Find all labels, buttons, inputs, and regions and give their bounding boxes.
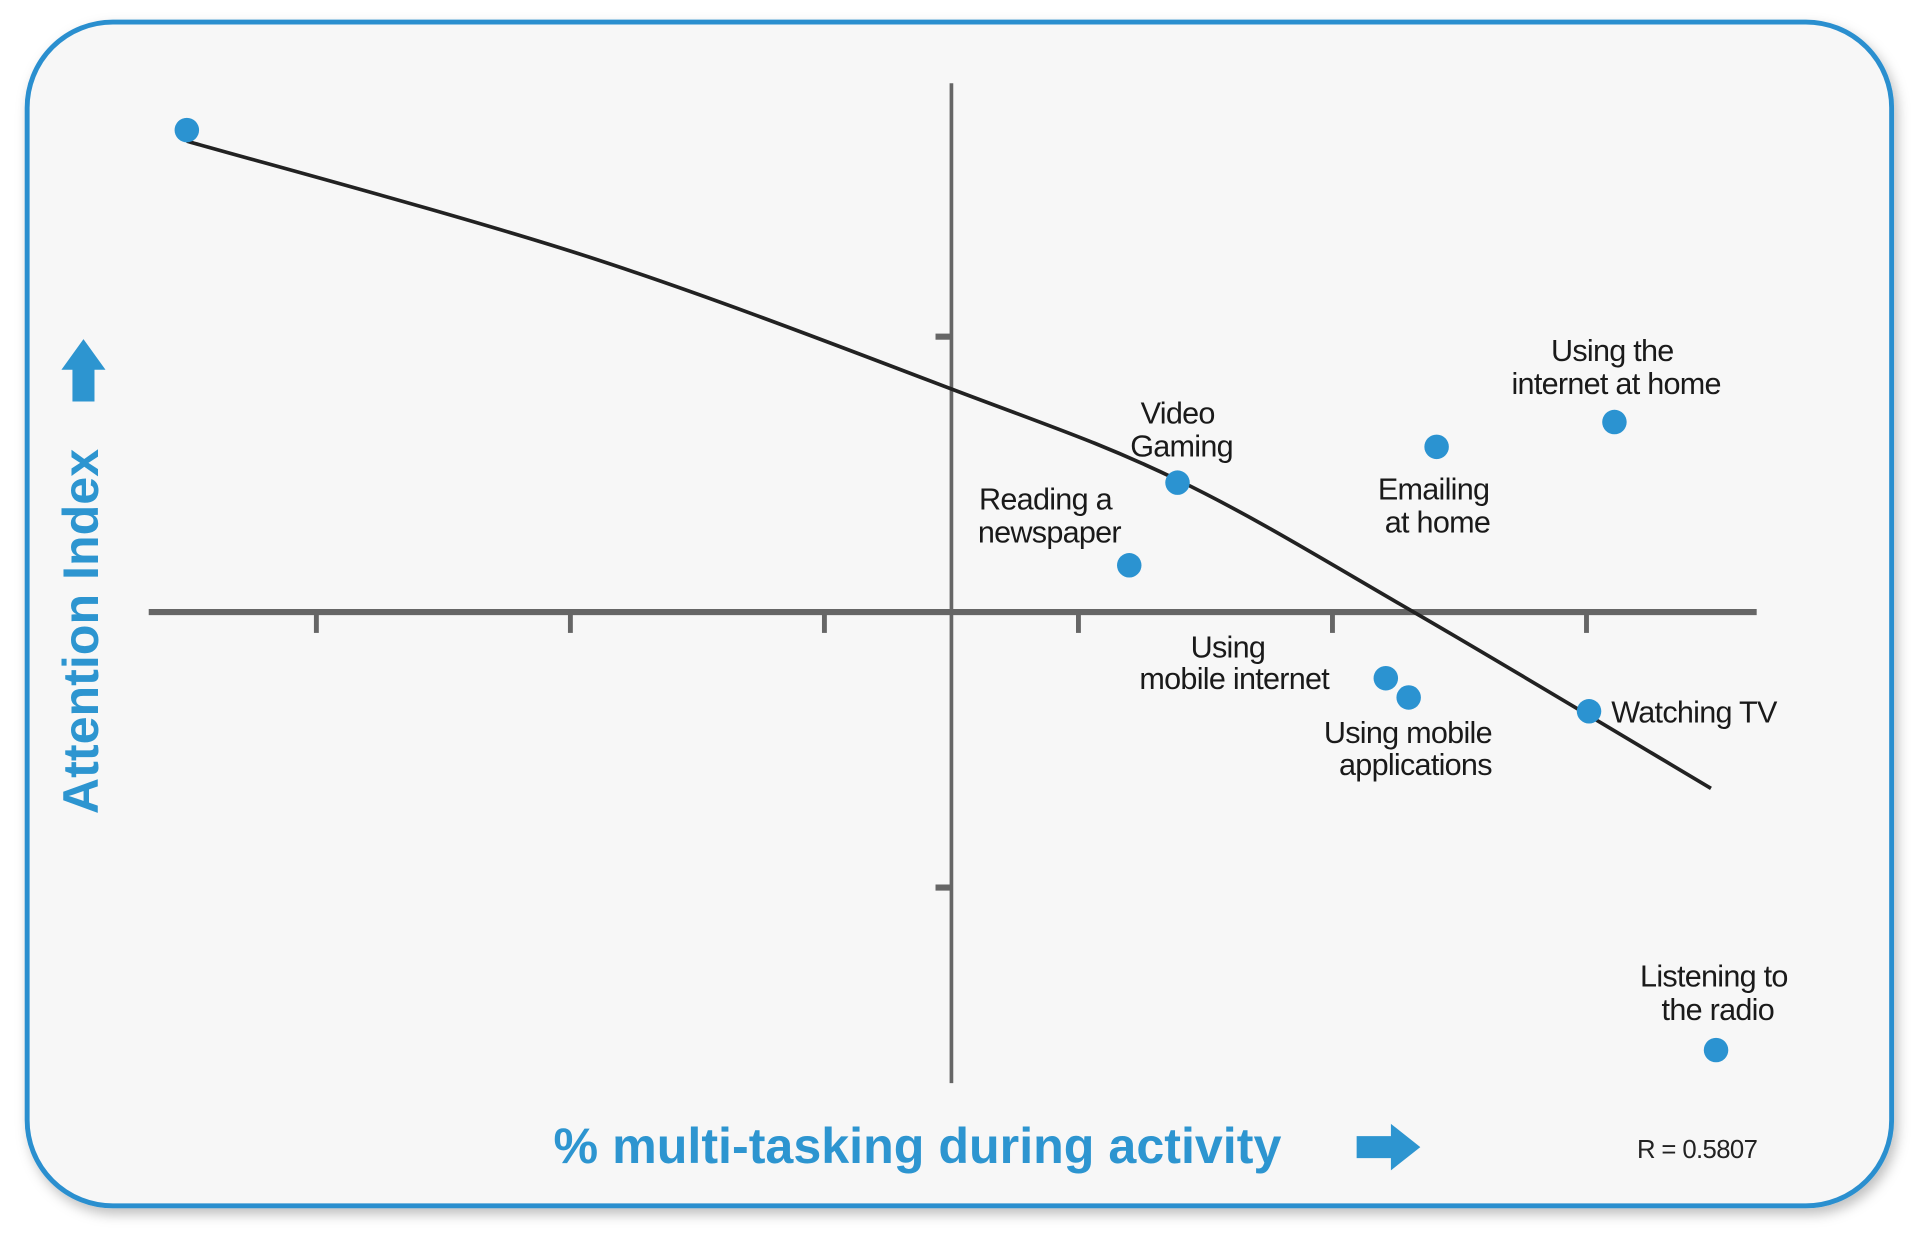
label-video-gaming: Video Gaming — [1130, 397, 1233, 464]
label-listening-radio: Listening to the radio — [1640, 960, 1795, 1027]
y-axis-title: Attention Index — [53, 449, 109, 814]
data-point — [1576, 699, 1602, 724]
data-point — [1373, 665, 1399, 691]
x-axis-arrow-icon — [1356, 1123, 1421, 1171]
data-point — [1396, 685, 1421, 710]
x-axis-title: % multi-tasking during activity — [554, 1118, 1282, 1174]
data-point — [1424, 434, 1449, 460]
trend-line — [186, 139, 1712, 790]
label-internet-at-home: Using the internet at home — [1512, 334, 1721, 401]
data-point — [1703, 1037, 1729, 1063]
data-points — [174, 117, 1729, 1063]
label-reading-newspaper: Reading a newspaper — [978, 482, 1122, 549]
data-point — [1117, 553, 1142, 578]
correlation-annotation: R = 0.5807 — [1637, 1136, 1757, 1164]
point-labels: Video Gaming Reading a newspaper Emailin… — [978, 334, 1795, 1027]
data-point — [174, 117, 200, 143]
axes — [148, 83, 1757, 1084]
label-mobile-applications: Using mobile applications — [1324, 716, 1500, 782]
label-mobile-internet: Using mobile internet — [1139, 630, 1330, 696]
label-watching-tv: Watching TV — [1611, 695, 1778, 729]
data-point — [1602, 409, 1627, 435]
label-emailing-at-home: Emailing at home — [1378, 472, 1497, 539]
data-point — [1165, 470, 1190, 495]
